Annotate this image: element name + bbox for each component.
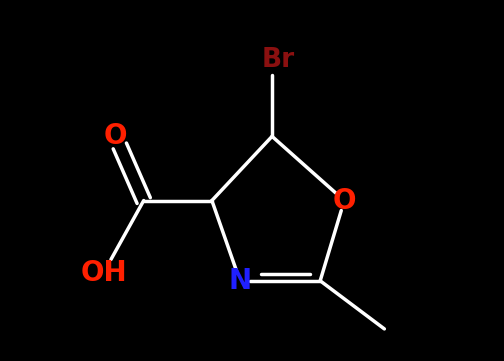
Text: O: O bbox=[104, 122, 128, 151]
Text: Br: Br bbox=[262, 47, 295, 73]
Text: O: O bbox=[333, 187, 356, 214]
Text: OH: OH bbox=[80, 259, 127, 287]
Text: N: N bbox=[228, 267, 251, 295]
